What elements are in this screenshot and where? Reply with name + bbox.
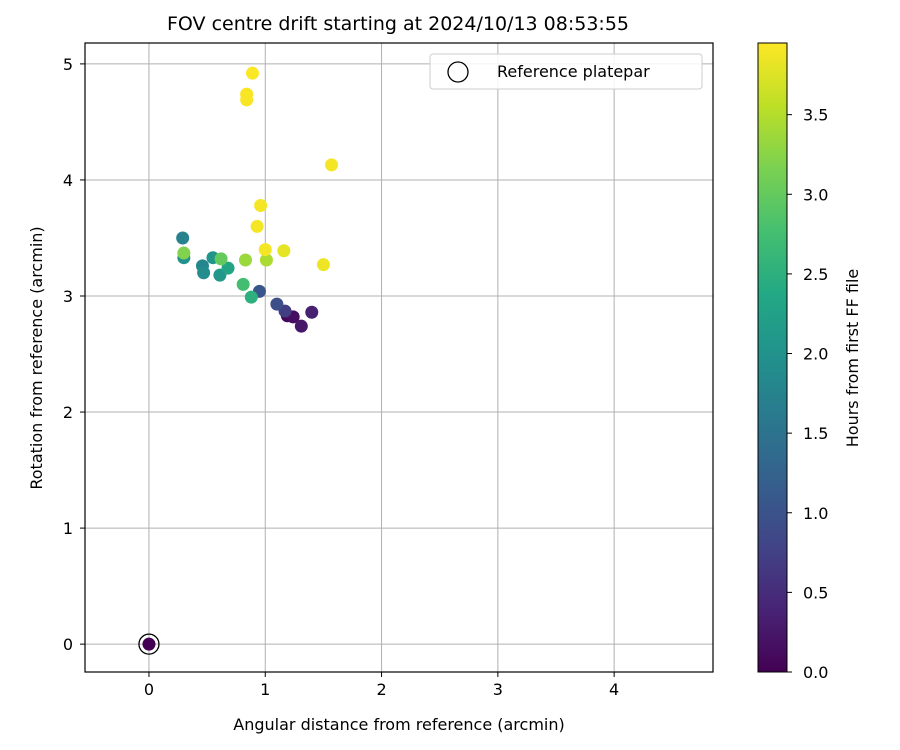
chart-title: FOV centre drift starting at 2024/10/13 …: [167, 13, 629, 35]
y-axis-ticks: 0 1 2 3 4 5: [63, 55, 85, 654]
data-point: [259, 253, 273, 267]
legend-box: [429, 53, 703, 90]
reference-point-ring: [138, 633, 160, 655]
data-point: [176, 231, 190, 245]
colorbar-tick-label: 0.0: [803, 663, 828, 682]
data-point: [294, 319, 308, 333]
x-axis-ticks: 0 1 2 3 4: [144, 672, 619, 699]
reference-point-fill: [142, 637, 156, 651]
data-point: [316, 258, 330, 272]
y-tick-label: 1: [63, 519, 73, 538]
legend-entry-reference: Reference platepar: [497, 62, 650, 81]
plot-frame: [84, 42, 714, 673]
colorbar-tick-label: 2.5: [803, 265, 828, 284]
data-points: [176, 66, 339, 333]
colorbar-tick-label: 3.0: [803, 185, 828, 204]
legend: Reference platepar: [429, 53, 703, 90]
data-point: [305, 305, 319, 319]
data-point: [236, 277, 250, 291]
y-tick-label: 0: [63, 635, 73, 654]
x-tick-label: 0: [144, 680, 154, 699]
data-point: [277, 244, 291, 258]
colorbar-tick-label: 1.5: [803, 424, 828, 443]
colorbar-tick-label: 2.0: [803, 345, 828, 364]
data-point: [245, 66, 259, 80]
y-tick-label: 4: [63, 171, 73, 190]
data-point: [250, 219, 264, 233]
colorbar: 0.0 0.5 1.0 1.5 2.0 2.5 3.0 3.5 Hours from firs…: [757, 42, 862, 682]
x-axis-label: Angular distance from reference (arcmin): [233, 715, 564, 734]
data-point: [270, 297, 284, 311]
x-tick-label: 4: [609, 680, 619, 699]
y-tick-label: 5: [63, 55, 73, 74]
colorbar-gradient: [757, 42, 788, 673]
data-point: [214, 252, 228, 266]
colorbar-tick-label: 3.5: [803, 106, 828, 125]
colorbar-tick-label: 0.5: [803, 583, 828, 602]
reference-marker: [138, 633, 160, 655]
y-axis-label: Rotation from reference (arcmin): [27, 226, 46, 489]
data-point: [197, 266, 211, 280]
y-tick-label: 3: [63, 287, 73, 306]
data-point: [221, 261, 235, 275]
data-point: [244, 290, 258, 304]
data-point: [325, 158, 339, 172]
x-tick-label: 1: [260, 680, 270, 699]
x-tick-label: 3: [493, 680, 503, 699]
y-tick-label: 2: [63, 403, 73, 422]
data-point: [240, 93, 254, 107]
x-tick-label: 2: [376, 680, 386, 699]
colorbar-ticks: 0.0 0.5 1.0 1.5 2.0 2.5 3.0 3.5: [787, 106, 828, 682]
colorbar-tick-label: 1.0: [803, 504, 828, 523]
data-point: [254, 198, 268, 212]
colorbar-label: Hours from first FF file: [843, 269, 862, 448]
legend-marker-reference: [447, 61, 469, 83]
data-point: [258, 243, 272, 257]
data-point: [238, 253, 252, 267]
data-point: [177, 246, 191, 260]
